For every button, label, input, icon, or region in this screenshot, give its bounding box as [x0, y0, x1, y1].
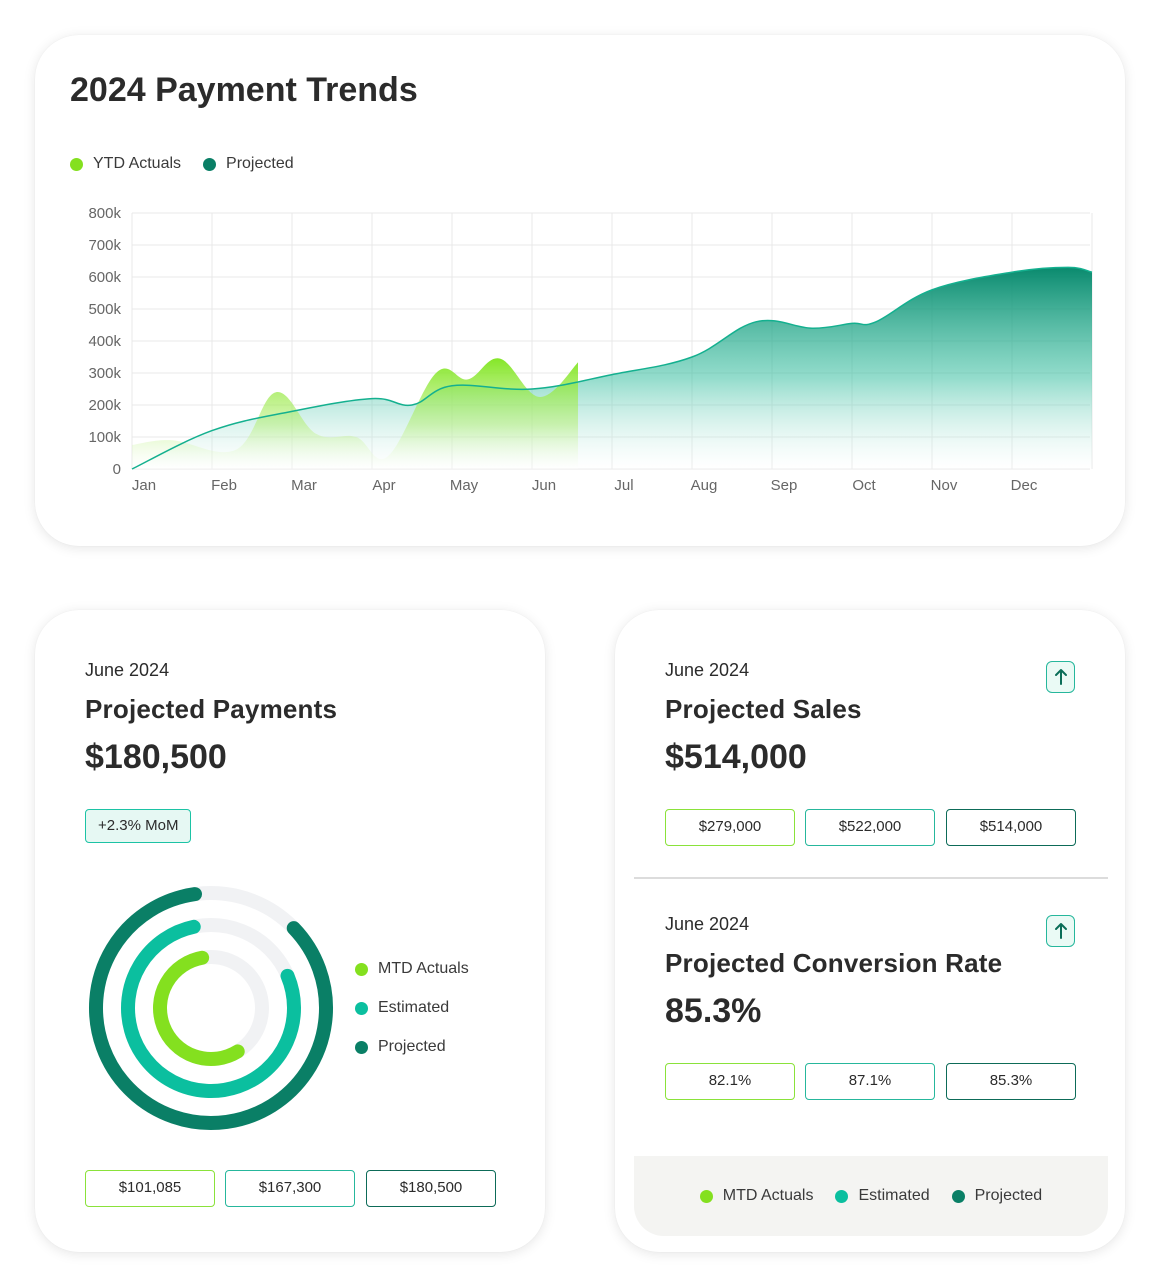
x-tick-label: Jun: [532, 477, 556, 494]
y-tick-label: 600k: [88, 269, 121, 286]
sales-estimated-pill: $522,000: [805, 809, 935, 846]
legend-label: YTD Actuals: [93, 155, 182, 172]
legend-item-mtd-actuals: MTD Actuals: [355, 960, 469, 978]
x-tick-label: Jul: [614, 477, 633, 494]
payments-date: June 2024: [85, 660, 170, 680]
sales-projected-pill: $514,000: [946, 809, 1076, 846]
legend-item-mtd-actuals: MTD Actuals: [699, 1187, 814, 1205]
x-tick-label: Sep: [771, 477, 798, 494]
x-tick-label: Aug: [691, 477, 718, 494]
x-tick-label: Apr: [372, 477, 395, 494]
y-tick-label: 400k: [88, 333, 121, 350]
mtd-actuals-ring: [153, 950, 245, 1066]
y-tick-label: 700k: [88, 237, 121, 254]
x-tick-label: May: [450, 477, 479, 494]
section-divider: [634, 877, 1108, 879]
trend-title: 2024 Payment Trends: [70, 71, 418, 109]
trend-legend: YTD Actuals Projected: [70, 155, 294, 173]
arrow-up-icon: [1054, 923, 1067, 939]
sales-mtd-actuals-pill: $279,000: [665, 809, 795, 846]
y-tick-label: 200k: [88, 397, 121, 414]
legend-item-projected: Projected: [355, 1038, 469, 1056]
mtd-actuals-dot-icon: [699, 1189, 713, 1203]
x-tick-label: Nov: [931, 477, 958, 494]
conversion-trend-up-button[interactable]: [1046, 915, 1075, 947]
projected-line: [131, 266, 1093, 470]
payments-value: $180,500: [85, 738, 227, 776]
payments-title: Projected Payments: [85, 694, 338, 724]
footer-legend: MTD Actuals Estimated Projected: [634, 1156, 1108, 1236]
mom-badge: +2.3% MoM: [85, 809, 192, 843]
sales-title: Projected Sales: [665, 694, 862, 724]
estimated-dot-icon: [835, 1189, 849, 1203]
conversion-mtd-actuals-pill: 82.1%: [665, 1063, 795, 1100]
legend-item-estimated: Estimated: [835, 1187, 930, 1205]
payments-ring-chart: [89, 886, 333, 1130]
projected-area: [132, 267, 1092, 469]
x-tick-label: Mar: [291, 477, 317, 494]
mtd-actuals-dot-icon: [355, 962, 368, 976]
projected-dot-icon: [355, 1040, 368, 1054]
y-tick-label: 100k: [88, 429, 121, 446]
estimated-dot-icon: [355, 1001, 368, 1015]
legend-label: Estimated: [858, 1187, 930, 1204]
legend-item-ytd-actuals: YTD Actuals: [70, 155, 181, 173]
estimated-pill: $167,300: [225, 1170, 355, 1207]
arrow-up-icon: [1054, 669, 1067, 685]
conversion-estimated-pill: 87.1%: [805, 1063, 935, 1100]
projected-dot-icon: [203, 157, 217, 171]
projected-dot-icon: [951, 1189, 965, 1203]
sales-value: $514,000: [665, 738, 807, 776]
projected-payments-card: June 2024 Projected Payments $180,500 +2…: [35, 610, 545, 1252]
x-tick-label: Dec: [1011, 477, 1038, 494]
sales-trend-up-button[interactable]: [1046, 661, 1075, 693]
estimated-ring: [121, 919, 301, 1098]
ring-legend: MTD Actuals Estimated Projected: [355, 960, 469, 1056]
y-tick-label: 500k: [88, 301, 121, 318]
projected-pill: $180,500: [366, 1170, 496, 1207]
x-tick-label: Jan: [132, 477, 156, 494]
mtd-actuals-pill: $101,085: [85, 1170, 215, 1207]
conversion-value: 85.3%: [665, 992, 762, 1030]
conversion-projected-pill: 85.3%: [946, 1063, 1076, 1100]
legend-label: Estimated: [378, 999, 450, 1016]
x-tick-label: Oct: [852, 477, 876, 494]
legend-label: Projected: [226, 155, 294, 172]
ytd-actuals-dot-icon: [70, 157, 83, 171]
y-tick-label: 800k: [88, 205, 121, 222]
sales-date: June 2024: [665, 660, 750, 680]
y-tick-label: 0: [113, 461, 121, 478]
y-tick-label: 300k: [88, 365, 121, 382]
legend-label: Projected: [974, 1187, 1043, 1204]
x-tick-label: Feb: [211, 477, 237, 494]
legend-item-projected: Projected: [203, 155, 294, 173]
sales-conversion-card: June 2024 Projected Sales $514,000 $279,…: [615, 610, 1125, 1252]
legend-label: Projected: [378, 1038, 446, 1055]
payment-trends-card: 2024 Payment Trends YTD Actuals Projecte…: [35, 35, 1125, 546]
trend-chart: 0 100k 200k 300k 400k 500k 600k 700k 800k Jan Feb M…: [88, 205, 1093, 494]
legend-label: MTD Actuals: [378, 960, 469, 977]
legend-item-projected: Projected: [951, 1187, 1043, 1205]
conversion-title: Projected Conversion Rate: [665, 948, 1003, 978]
legend-item-estimated: Estimated: [355, 999, 469, 1017]
legend-label: MTD Actuals: [722, 1187, 814, 1204]
projected-ring: [89, 887, 333, 1130]
conversion-date: June 2024: [665, 914, 750, 934]
